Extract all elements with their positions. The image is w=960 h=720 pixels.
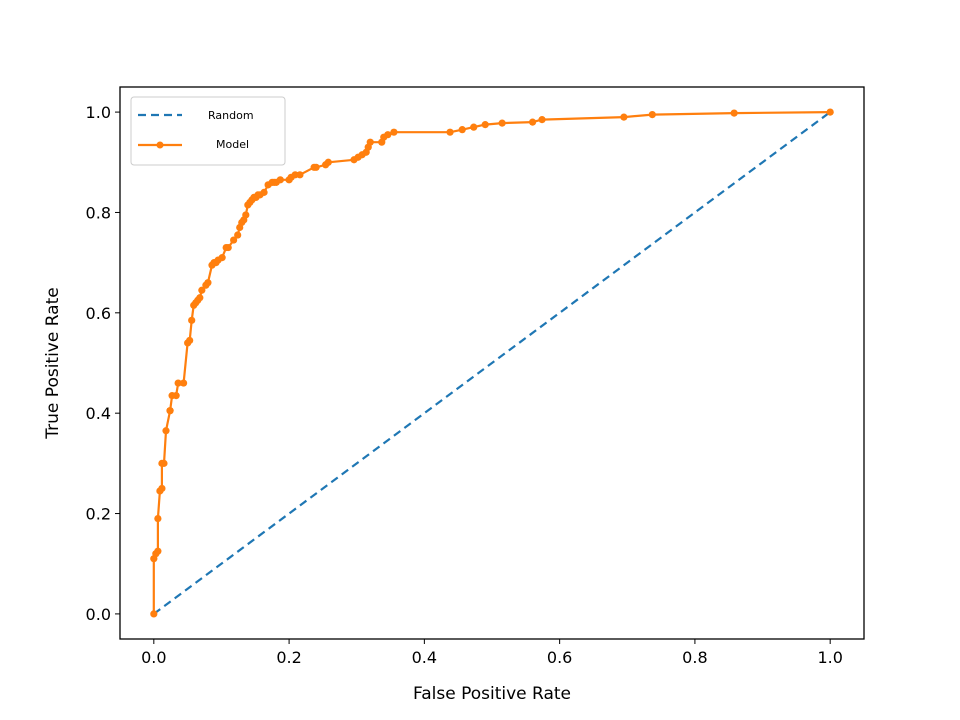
plot-area: [119, 86, 865, 640]
y-tick-label: 0.8: [86, 203, 111, 222]
series-model-point: [324, 158, 332, 166]
series-model-point: [242, 211, 250, 219]
legend-random-label: Random: [208, 109, 254, 122]
x-tick-label: 0.6: [547, 648, 572, 667]
series-model-point: [154, 514, 162, 523]
y-axis-label: True Positive Rate: [43, 287, 63, 439]
series-model-point: [172, 392, 180, 400]
x-tick-label: 0.4: [412, 648, 437, 667]
legend-model-marker-icon: [156, 141, 164, 149]
series-model-point: [260, 188, 268, 196]
series-model-point: [179, 379, 188, 387]
series-model-point: [648, 111, 656, 119]
series-model-point: [204, 279, 212, 287]
series-model-point: [458, 126, 466, 134]
series-model-point: [470, 123, 478, 131]
x-tick-label: 1.0: [817, 648, 842, 667]
series-model-point: [218, 254, 226, 262]
x-tick-label: 0.8: [682, 648, 707, 667]
y-axis: 0.0 0.2 0.4 0.6 0.8 1.0: [86, 103, 120, 624]
series-model-point: [730, 109, 738, 117]
series-layer: [150, 108, 834, 618]
series-model-point: [296, 171, 304, 179]
series-model-point: [196, 294, 204, 302]
y-tick-label: 0.0: [86, 605, 111, 624]
series-model-point: [312, 163, 320, 171]
series-model-point: [390, 128, 398, 136]
series-model-point: [446, 128, 454, 136]
series-model-point: [498, 119, 506, 127]
legend-model-label: Model: [216, 138, 249, 151]
series-model-point: [826, 108, 834, 116]
y-tick-label: 0.4: [86, 404, 111, 423]
series-model-point: [162, 427, 170, 435]
series-model-point: [384, 131, 392, 139]
axes-frame: [119, 86, 865, 640]
series-model-point: [188, 316, 196, 324]
legend-box: [130, 96, 286, 166]
series-model-point: [150, 610, 158, 618]
series-model-point: [620, 113, 628, 121]
series-model-point: [198, 286, 206, 294]
series-model-point: [160, 459, 168, 467]
x-tick-label: 0.2: [276, 648, 301, 667]
x-axis: 0.0 0.2 0.4 0.6 0.8 1.0: [141, 639, 843, 667]
series-model-point: [366, 138, 374, 146]
series-model-point: [186, 336, 194, 345]
legend: Random Model: [130, 96, 286, 166]
series-model-point: [224, 243, 232, 252]
series-model-point: [234, 231, 242, 239]
x-tick-label: 0.0: [141, 648, 166, 667]
series-model-point: [174, 379, 182, 387]
series-model-point: [230, 236, 238, 244]
series-model-point: [166, 407, 174, 415]
y-tick-label: 0.6: [86, 304, 111, 323]
y-tick-label: 1.0: [86, 103, 111, 122]
series-model-point: [276, 176, 284, 184]
x-axis-label: False Positive Rate: [413, 684, 571, 704]
series-model-point: [154, 547, 162, 555]
series-random-line: [153, 111, 831, 615]
series-model-point: [158, 484, 166, 493]
series-model-point: [538, 116, 546, 124]
y-tick-label: 0.2: [86, 505, 111, 524]
series-model-point: [528, 118, 537, 126]
series-model-point: [481, 121, 489, 129]
